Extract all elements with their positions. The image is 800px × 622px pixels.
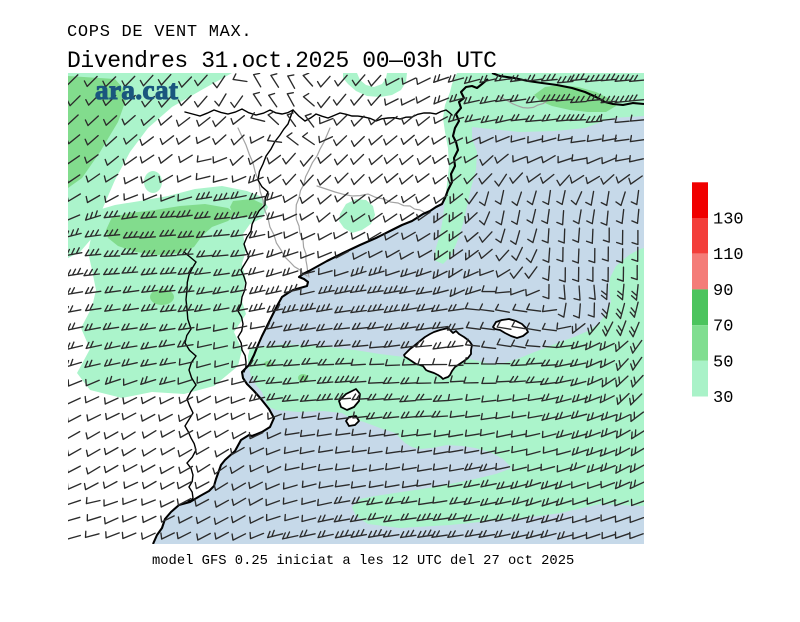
svg-text:Divendres 31.oct.2025 00—03h: Divendres 31.oct.2025 00—03h UTC [67,48,497,74]
svg-text:130: 130 [713,211,744,230]
svg-text:COPS DE VENT MAX.: COPS DE VENT MAX. [67,23,252,42]
svg-text:70: 70 [713,318,733,337]
svg-text:110: 110 [713,246,744,265]
svg-text:ara.cat: ara.cat [95,75,178,105]
svg-text:model GFS 0.25 iniciat a les 1: model GFS 0.25 iniciat a les 12 UTC del … [152,553,574,569]
svg-text:30: 30 [713,389,733,408]
svg-text:50: 50 [713,353,733,372]
svg-text:90: 90 [713,282,733,301]
